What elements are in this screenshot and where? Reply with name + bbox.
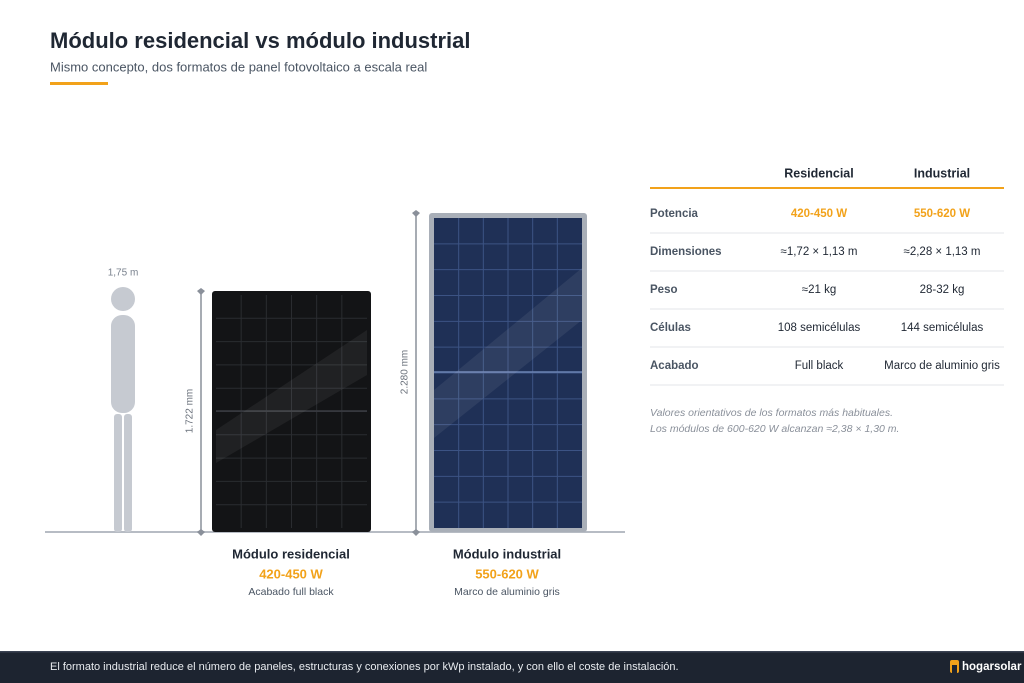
row-label: Dimensiones [650,246,722,258]
dimension-industrial [412,210,420,536]
panel-reflection [434,268,582,438]
table-cell: ≈2,28 × 1,13 m [904,246,981,258]
person [111,287,135,532]
table-cell: 550-620 W [914,208,970,220]
table-cell: 420-450 W [791,208,847,220]
row-label: Células [650,322,691,334]
table-cell: 108 semicélulas [778,322,861,334]
accent-line [50,82,108,85]
row-label: Potencia [650,208,699,220]
table-cell: ≈21 kg [802,284,836,296]
title: Módulo residencial vs módulo industrial [50,28,471,53]
note: Valores orientativos de los formatos más… [650,407,893,419]
module-power: 420-450 W [259,566,323,581]
module-finish: Marco de aluminio gris [454,586,560,598]
module-finish: Acabado full black [248,586,334,598]
note: Los módulos de 600-620 W alcanzan ≈2,38 … [650,423,899,435]
panel-grid [434,218,582,528]
table-header: Residencial [784,166,853,180]
panel-reflection [216,330,367,463]
row-label: Acabado [650,360,699,372]
table-cell: 144 semicélulas [901,322,984,334]
module-name: Módulo industrial [453,546,561,561]
comparison-table: Residencial Industrial Potencia 420-450 W… [650,166,1004,386]
brand-name: hogarsolar [962,661,1022,673]
footer-rule [0,651,1024,653]
brand-logo [950,660,959,673]
dimension-label: 2.280 mm [400,350,411,394]
person-label: 1,75 m [108,268,139,279]
table-cell: ≈1,72 × 1,13 m [781,246,858,258]
table-cell: Full black [795,360,844,372]
table-cell: Marco de aluminio gris [884,360,1000,372]
row-label: Peso [650,284,678,296]
table-header: Industrial [914,166,970,180]
footer-bar [0,651,1024,683]
subtitle: Mismo concepto, dos formatos de panel fo… [50,59,427,74]
table-cell: 28-32 kg [920,284,965,296]
module-name: Módulo residencial [232,546,350,561]
dimension-residential [197,288,205,536]
dimension-label: 1.722 mm [185,389,196,433]
module-power: 550-620 W [475,566,539,581]
footer-text: El formato industrial reduce el número d… [50,661,679,673]
